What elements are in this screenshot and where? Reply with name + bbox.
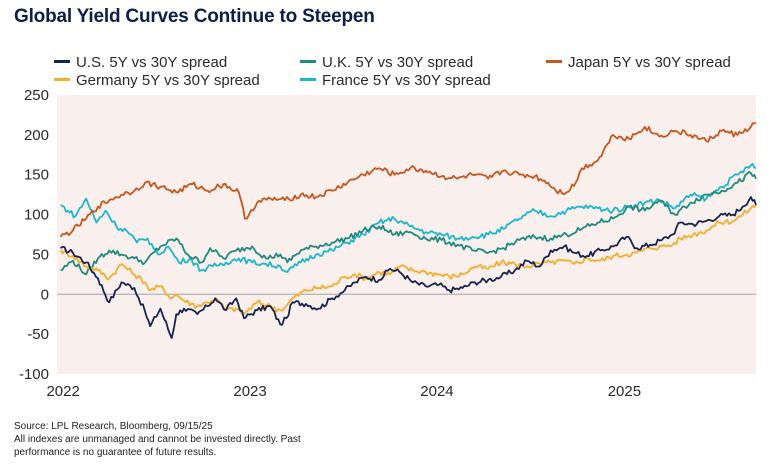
legend-us: U.S. 5Y vs 30Y spread bbox=[54, 54, 227, 71]
series-lines bbox=[59, 122, 757, 340]
legend-france-label: France 5Y vs 30Y spread bbox=[322, 72, 491, 89]
legend-uk-swatch bbox=[300, 59, 316, 63]
plot-background bbox=[57, 95, 756, 374]
y-tick-label: -100 bbox=[19, 366, 49, 383]
series-line-france bbox=[60, 162, 757, 273]
y-axis-ticks: -100 -50 0 50 100 150 200 250 bbox=[19, 87, 49, 383]
x-tick-label: 2023 bbox=[233, 383, 266, 400]
legend-japan-swatch bbox=[546, 59, 562, 63]
x-tick-label: 2022 bbox=[46, 383, 79, 400]
legend-us-swatch bbox=[54, 59, 70, 63]
legend-us-label: U.S. 5Y vs 30Y spread bbox=[76, 54, 228, 71]
legend-uk: U.K. 5Y vs 30Y spread bbox=[300, 54, 473, 71]
x-axis-ticks: 2022 2023 2024 2025 bbox=[46, 383, 641, 400]
y-tick-label: 250 bbox=[24, 87, 49, 104]
legend-france-swatch bbox=[300, 77, 316, 81]
y-tick-label: 50 bbox=[32, 246, 49, 263]
series-line-germany bbox=[59, 204, 757, 316]
footnote-disclaimer-2: performance is no guarantee of future re… bbox=[14, 447, 217, 458]
y-tick-label: 200 bbox=[24, 127, 49, 144]
footnote-disclaimer-1: All indexes are unmanaged and cannot be … bbox=[14, 434, 301, 445]
series-line-us bbox=[60, 196, 757, 340]
y-tick-label: -50 bbox=[27, 326, 49, 343]
y-tick-label: 0 bbox=[41, 286, 49, 303]
y-tick-label: 150 bbox=[24, 167, 49, 184]
legend-uk-label: U.K. 5Y vs 30Y spread bbox=[322, 54, 474, 71]
legend-japan-label: Japan 5Y vs 30Y spread bbox=[568, 54, 731, 71]
chart-title: Global Yield Curves Continue to Steepen bbox=[14, 6, 375, 27]
legend-france: France 5Y vs 30Y spread bbox=[300, 72, 491, 89]
series-line-uk bbox=[60, 170, 757, 276]
y-tick-label: 100 bbox=[24, 207, 49, 224]
x-tick-label: 2025 bbox=[608, 383, 641, 400]
legend-germany-label: Germany 5Y vs 30Y spread bbox=[76, 72, 260, 89]
legend-japan: Japan 5Y vs 30Y spread bbox=[546, 54, 731, 71]
legend-germany: Germany 5Y vs 30Y spread bbox=[54, 72, 260, 89]
x-tick-label: 2024 bbox=[420, 383, 453, 400]
line-chart: -100 -50 0 50 100 150 200 250 2022 2023 2024 2025 bbox=[19, 87, 757, 400]
legend-germany-swatch bbox=[54, 77, 70, 81]
footnote-source: Source: LPL Research, Bloomberg, 09/15/2… bbox=[14, 421, 213, 432]
series-line-japan bbox=[59, 122, 757, 238]
